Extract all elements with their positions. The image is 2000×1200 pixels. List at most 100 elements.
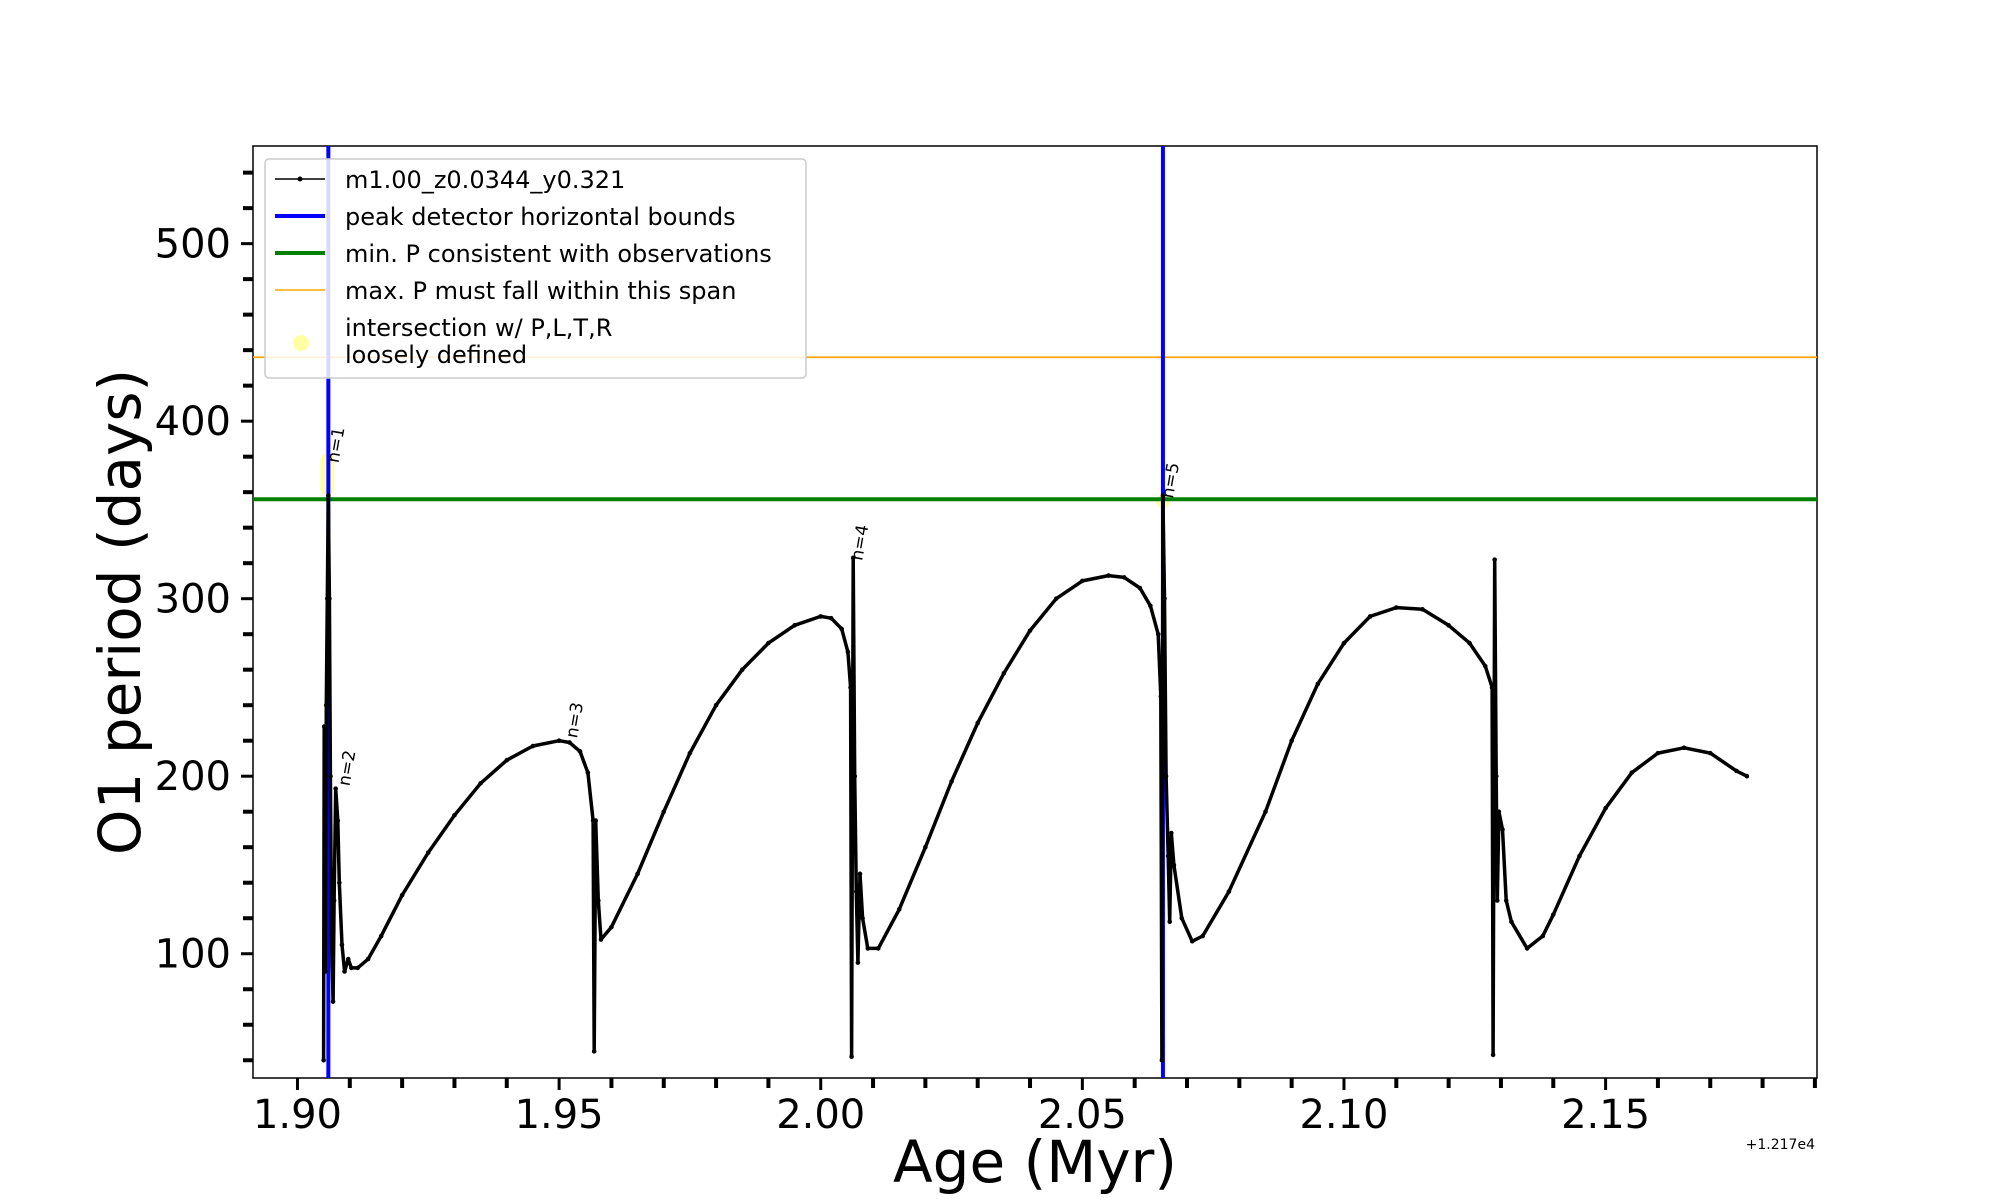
data-point [855, 960, 861, 965]
data-point [1467, 640, 1472, 646]
data-point [365, 956, 371, 962]
data-point [1159, 1057, 1165, 1063]
y-axis-ticks: 100 200 300 400 500 [155, 170, 253, 1063]
data-point [860, 915, 865, 921]
data-point [739, 667, 745, 672]
data-point [713, 702, 719, 708]
legend-label-max-p: max. P must fall within this span [345, 277, 736, 305]
data-point [1496, 809, 1502, 815]
y-tick-label: 400 [155, 399, 231, 445]
data-point [329, 933, 334, 939]
x-tick-label: 2.05 [1038, 1092, 1127, 1138]
data-point [1179, 915, 1185, 921]
data-point [530, 743, 536, 749]
data-point [1001, 670, 1007, 676]
data-point [1446, 623, 1451, 628]
data-point [349, 965, 354, 971]
data-point [792, 623, 797, 628]
data-point [1744, 773, 1750, 779]
data-point [1524, 946, 1530, 951]
data-point [857, 871, 863, 877]
data-point [399, 892, 405, 898]
data-point [687, 750, 693, 756]
y-tick-label: 100 [155, 932, 231, 978]
data-point [1137, 585, 1143, 591]
data-point [865, 946, 871, 951]
data-point [1482, 663, 1488, 669]
data-point [1171, 862, 1177, 868]
data-point [1577, 853, 1582, 859]
data-point [326, 493, 331, 499]
data-point [766, 640, 771, 646]
data-point [1394, 605, 1399, 610]
data-point [556, 738, 562, 744]
data-point [850, 555, 856, 561]
data-point [1367, 614, 1373, 619]
data-point [331, 898, 337, 903]
data-point [875, 946, 881, 951]
data-point [949, 779, 954, 784]
data-point [1603, 805, 1608, 811]
data-point [845, 649, 851, 655]
data-point [1341, 640, 1347, 646]
series-line [321, 493, 1748, 1062]
data-point [1492, 557, 1497, 562]
data-point [1200, 933, 1206, 939]
data-point [854, 889, 859, 894]
data-point [1027, 628, 1033, 633]
data-point [504, 757, 510, 763]
series-markers [321, 493, 1750, 1063]
data-point [1629, 770, 1635, 775]
y-tick-label: 500 [155, 222, 231, 268]
data-point [1550, 912, 1556, 917]
data-point [1503, 898, 1509, 903]
data-point [323, 702, 329, 708]
data-point [1500, 827, 1505, 832]
data-point [345, 956, 351, 962]
data-point [635, 871, 640, 877]
data-point [1053, 596, 1059, 601]
data-point [852, 773, 858, 779]
legend-swatch-series-marker [297, 176, 303, 182]
x-axis-ticks: 1.90 1.95 2.00 2.05 2.10 2.15 [253, 1078, 1817, 1138]
x-tick-label: 1.95 [515, 1092, 604, 1138]
data-point [1106, 573, 1111, 578]
legend-swatch-intersection [293, 335, 309, 351]
data-point [337, 880, 342, 886]
legend-box [264, 158, 807, 379]
y-tick-label: 300 [155, 577, 231, 623]
data-point [577, 749, 583, 754]
data-point [1707, 750, 1713, 756]
data-point [322, 969, 328, 974]
data-point [339, 942, 345, 948]
data-point [327, 596, 332, 601]
x-tick-label: 1.90 [253, 1092, 342, 1138]
data-point [452, 812, 457, 818]
data-point [839, 626, 844, 632]
plot-frame [252, 145, 1818, 1079]
data-point [355, 965, 360, 971]
data-point [1158, 694, 1164, 699]
data-point [1493, 773, 1499, 779]
x-tick-label: 2.15 [1561, 1092, 1650, 1138]
data-point [321, 724, 327, 729]
data-point [1263, 809, 1268, 815]
x-tick-label: 2.10 [1299, 1092, 1388, 1138]
data-point [1165, 853, 1171, 859]
data-point [1226, 889, 1232, 894]
data-point [1509, 919, 1514, 925]
peak-label: n=4 [847, 523, 873, 562]
y-tick-label: 200 [155, 754, 231, 800]
data-point [848, 685, 853, 690]
data-point [1489, 685, 1495, 690]
data-point [593, 818, 599, 823]
x-axis-title: Age (Myr) [893, 1128, 1177, 1196]
legend-label-peak-bounds: peak detector horizontal bounds [345, 203, 736, 231]
data-point [1734, 768, 1739, 774]
data-point [1160, 493, 1166, 499]
data-point [1655, 750, 1661, 756]
x-offset-label: +1.217e4 [1746, 1137, 1815, 1153]
data-point [1490, 1052, 1496, 1058]
data-point [330, 999, 336, 1004]
